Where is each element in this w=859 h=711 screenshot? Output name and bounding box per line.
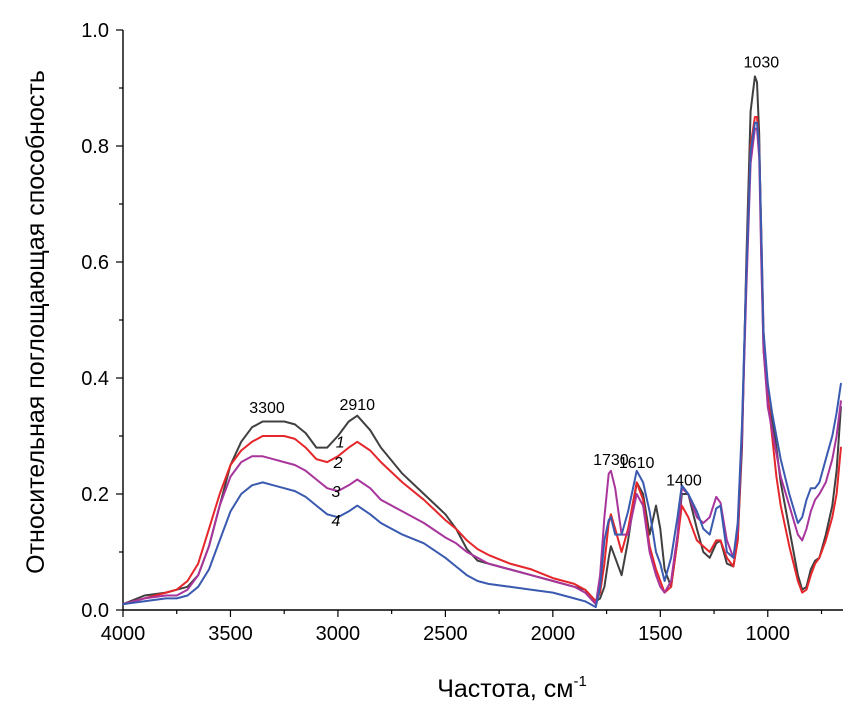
y-tick-label: 0.6 — [81, 252, 109, 274]
x-axis-title-superscript: -1 — [573, 673, 586, 690]
curve-label: 3 — [331, 484, 340, 501]
x-tick-label: 2500 — [423, 623, 468, 645]
peak-label: 3300 — [249, 400, 285, 417]
series-line-3 — [122, 127, 842, 606]
x-tick-label: 2000 — [531, 623, 576, 645]
curve-label: 4 — [331, 513, 340, 530]
curve-label: 2 — [333, 455, 343, 472]
x-tick-label: 3500 — [208, 623, 253, 645]
peak-label: 1400 — [666, 472, 702, 489]
y-tick-label: 0.2 — [81, 484, 109, 506]
series-line-2 — [122, 116, 842, 606]
x-axis-title: Частота, см-1 — [437, 673, 587, 703]
series-line-1 — [122, 75, 842, 606]
peak-label: 1730 — [593, 452, 629, 469]
x-axis-title-text: Частота, см — [437, 675, 573, 703]
series-line-4 — [122, 121, 842, 609]
series-layer — [122, 75, 842, 609]
peak-label: 2910 — [339, 397, 375, 414]
peak-label: 1030 — [744, 55, 780, 72]
y-tick-label: 1.0 — [81, 20, 109, 42]
x-tick-label: 1000 — [746, 623, 791, 645]
y-axis-title: Относительная поглощающая способность — [22, 70, 50, 574]
peak-label: 1610 — [619, 455, 655, 472]
curve-label: 1 — [336, 435, 345, 452]
y-tick-label: 0.0 — [81, 600, 109, 622]
y-tick-label: 0.4 — [81, 368, 109, 390]
axes: 0.0 0.2 0.4 0.6 0.8 1.0 4000 3500 3000 2500 2000 15… — [81, 20, 843, 645]
x-tick-label: 1500 — [638, 623, 683, 645]
x-tick-label: 3000 — [316, 623, 361, 645]
y-tick-label: 0.8 — [81, 136, 109, 158]
x-tick-label: 4000 — [101, 623, 146, 645]
